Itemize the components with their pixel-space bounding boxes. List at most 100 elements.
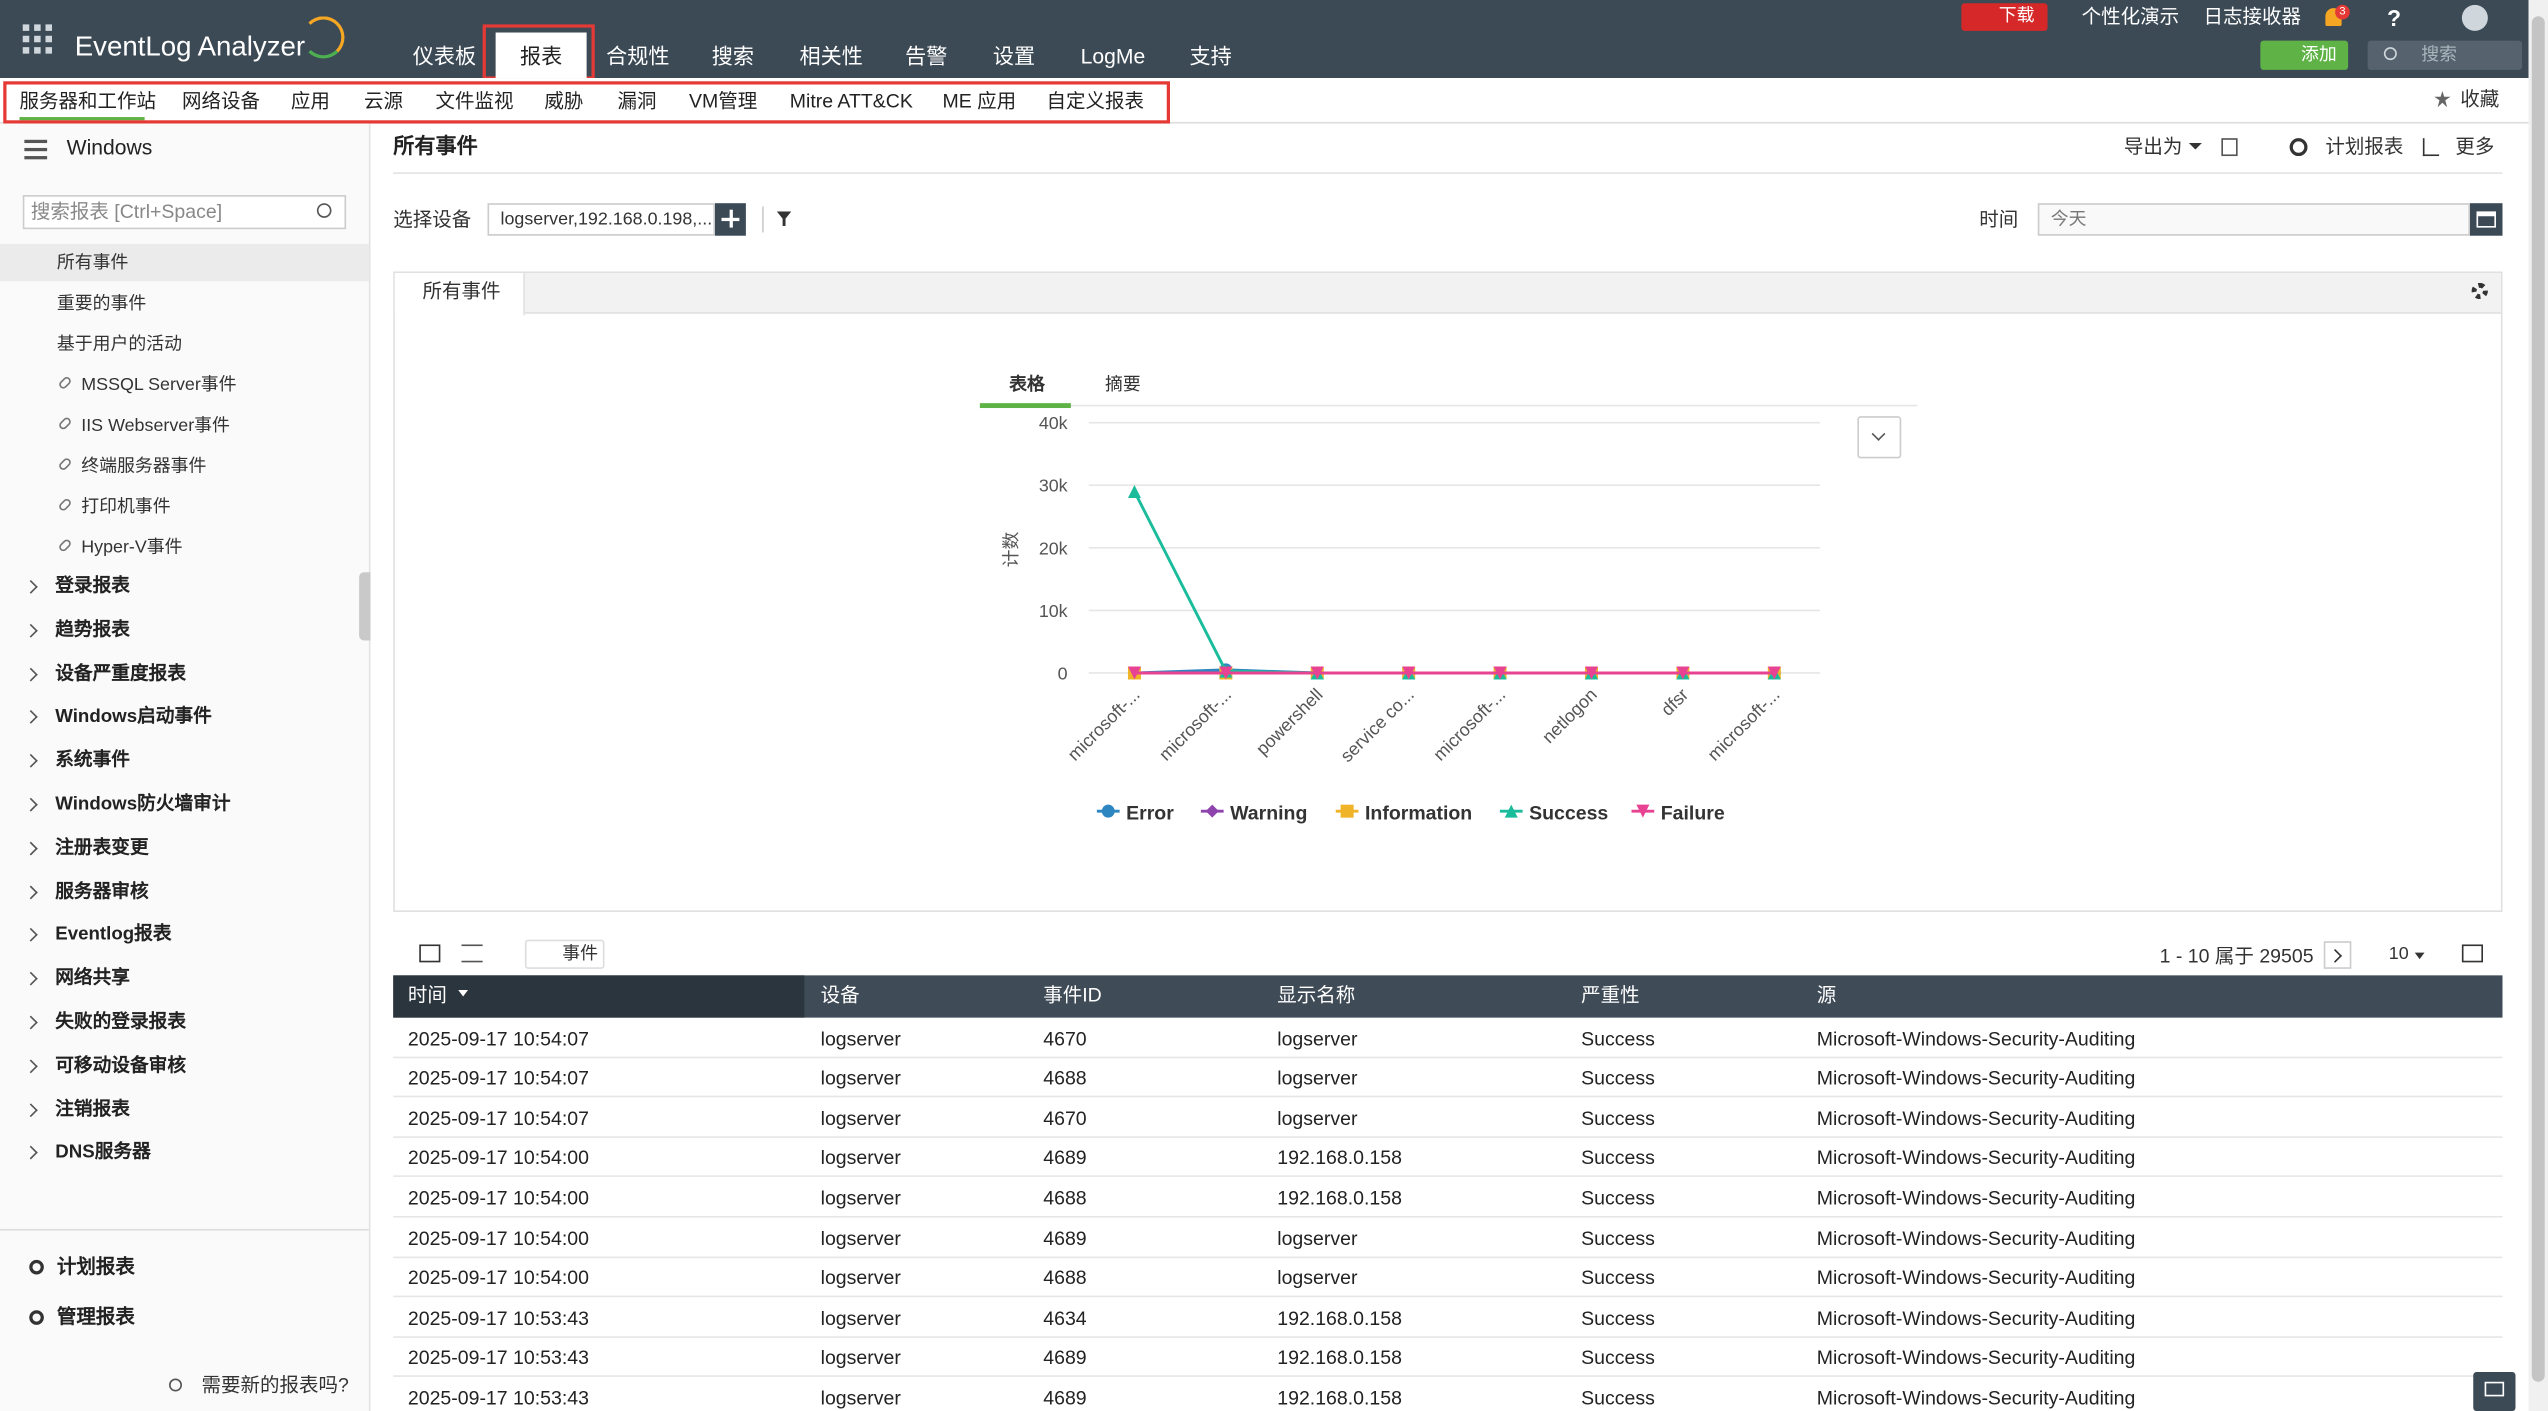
nav-item[interactable]: 告警	[905, 43, 948, 69]
sidebar-item[interactable]: 重要的事件	[56, 294, 147, 314]
calendar-button[interactable]	[2470, 203, 2503, 236]
nav-item[interactable]: 支持	[1189, 43, 1232, 69]
column-header[interactable]: 设备	[820, 983, 860, 1007]
chart-tab[interactable]: 表格	[1009, 375, 1045, 396]
next-page-button[interactable]	[2323, 941, 2352, 969]
sidebar-group[interactable]: 注销报表	[55, 1099, 130, 1120]
sub-nav-item[interactable]: 网络设备	[182, 89, 261, 113]
settings-icon[interactable]	[2471, 282, 2488, 300]
sidebar-group[interactable]: 网络共享	[55, 969, 130, 989]
chart-tab[interactable]: 摘要	[1105, 375, 1141, 396]
sidebar-collapse[interactable]	[359, 572, 371, 641]
sub-nav-item[interactable]: 应用	[290, 89, 330, 113]
column-header[interactable]: 事件ID	[1043, 983, 1102, 1007]
sidebar-item[interactable]: IIS Webserver事件	[81, 415, 230, 436]
time-select[interactable]	[2037, 203, 2470, 236]
column-header[interactable]: 显示名称	[1277, 983, 1356, 1007]
sub-nav-item[interactable]: 漏洞	[617, 89, 657, 113]
sidebar-item[interactable]: 所有事件	[56, 253, 129, 274]
sub-nav-item[interactable]: VM管理	[689, 89, 758, 113]
table-row[interactable]	[393, 1138, 2503, 1178]
user-icon[interactable]	[2461, 4, 2488, 31]
sub-nav-item[interactable]: 自定义报表	[1046, 89, 1145, 113]
sidebar-group[interactable]: Windows启动事件	[55, 707, 212, 728]
download-button[interactable]	[1961, 3, 2048, 31]
sidebar-group[interactable]: 服务器审核	[55, 882, 149, 902]
favorite-link[interactable]: 收藏	[2460, 87, 2500, 111]
apps-icon-dot[interactable]	[22, 24, 30, 31]
apps-icon-dot[interactable]	[34, 24, 41, 31]
sidebar-item[interactable]: 终端服务器事件	[81, 456, 207, 476]
schedule-link[interactable]: 计划报表	[2325, 134, 2404, 158]
sidebar-item[interactable]: 打印机事件	[81, 496, 171, 517]
device-select[interactable]	[487, 203, 715, 236]
sub-nav-item[interactable]: 文件监视	[435, 89, 514, 113]
export-menu[interactable]: 导出为	[2123, 134, 2183, 158]
sidebar-group[interactable]: DNS服务器	[55, 1143, 151, 1163]
column-header[interactable]: 严重性	[1581, 983, 1640, 1007]
export-icon[interactable]	[2221, 138, 2238, 157]
events-button[interactable]	[524, 939, 605, 969]
apps-icon-dot[interactable]	[34, 35, 41, 43]
column-header[interactable]: 时间	[407, 983, 447, 1007]
table-row[interactable]	[393, 1058, 2503, 1098]
nav-item[interactable]: 相关性	[799, 43, 863, 69]
sub-nav-item[interactable]: 威胁	[544, 89, 584, 113]
sidebar-group[interactable]: 失败的登录报表	[55, 1012, 187, 1033]
table-row[interactable]	[393, 1218, 2503, 1258]
grid-view-icon[interactable]	[419, 944, 441, 963]
sub-nav-item[interactable]: 云源	[364, 89, 404, 113]
top-link[interactable]: 日志接收器	[2203, 4, 2302, 28]
column-header[interactable]: 源	[1816, 983, 1837, 1007]
chat-button[interactable]	[2473, 1372, 2516, 1411]
table-row[interactable]	[393, 1298, 2503, 1338]
sidebar-group[interactable]: Eventlog报表	[55, 925, 172, 946]
help-icon[interactable]: ?	[2387, 4, 2402, 31]
add-button[interactable]	[2260, 40, 2349, 70]
table-row[interactable]	[393, 1258, 2503, 1298]
alarm-icon[interactable]	[2289, 138, 2308, 157]
panel-tab[interactable]	[394, 273, 525, 316]
apps-icon-dot[interactable]	[22, 35, 30, 43]
nav-item[interactable]: 合规性	[606, 43, 670, 69]
sidebar-footer-link[interactable]: 计划报表	[56, 1254, 135, 1278]
sidebar-group[interactable]: Windows防火墙审计	[55, 794, 231, 815]
nav-item[interactable]: 报表	[520, 43, 563, 69]
menu-icon-line[interactable]	[24, 147, 48, 151]
menu-icon-line[interactable]	[24, 139, 48, 143]
menu-icon-line[interactable]	[24, 156, 48, 159]
sidebar-search[interactable]	[22, 195, 347, 230]
sidebar-footer-link[interactable]: 管理报表	[56, 1305, 135, 1329]
apps-icon-dot[interactable]	[45, 24, 52, 31]
sidebar-group[interactable]: 设备严重度报表	[55, 664, 187, 684]
table-row[interactable]	[393, 1178, 2503, 1218]
more-icon[interactable]	[2422, 138, 2440, 157]
sidebar-group[interactable]: 登录报表	[55, 577, 130, 597]
apps-icon-dot[interactable]	[34, 47, 41, 54]
apps-icon-dot[interactable]	[22, 47, 30, 54]
apps-icon-dot[interactable]	[45, 35, 52, 43]
page-size[interactable]: 10	[2388, 944, 2409, 964]
nav-item[interactable]: 搜索	[711, 43, 755, 69]
apps-icon-dot[interactable]	[45, 47, 52, 54]
more-link[interactable]: 更多	[2455, 134, 2495, 158]
sidebar-group[interactable]: 趋势报表	[55, 620, 130, 641]
sidebar-item[interactable]: MSSQL Server事件	[81, 375, 237, 396]
nav-item[interactable]: LogMe	[1080, 43, 1146, 69]
sidebar-help[interactable]: 需要新的报表吗?	[201, 1373, 349, 1397]
sidebar-group[interactable]: 系统事件	[55, 751, 130, 771]
nav-item[interactable]: 设置	[992, 43, 1036, 69]
sidebar-group[interactable]: 注册表变更	[55, 838, 149, 858]
sidebar-item[interactable]: 基于用户的活动	[56, 334, 182, 355]
list-view-icon[interactable]	[461, 944, 483, 963]
sub-nav-item[interactable]: ME 应用	[942, 89, 1017, 113]
table-row[interactable]	[393, 1338, 2503, 1378]
table-row[interactable]	[393, 1378, 2502, 1411]
columns-icon[interactable]	[2461, 944, 2483, 963]
sub-nav-item[interactable]: Mitre ATT&CK	[789, 89, 913, 113]
table-row[interactable]	[393, 1018, 2503, 1058]
sub-nav-item[interactable]: 服务器和工作站	[19, 89, 157, 113]
sidebar-group[interactable]: 可移动设备审核	[55, 1056, 187, 1076]
table-row[interactable]	[393, 1098, 2503, 1138]
sidebar-item[interactable]: Hyper-V事件	[81, 537, 183, 557]
